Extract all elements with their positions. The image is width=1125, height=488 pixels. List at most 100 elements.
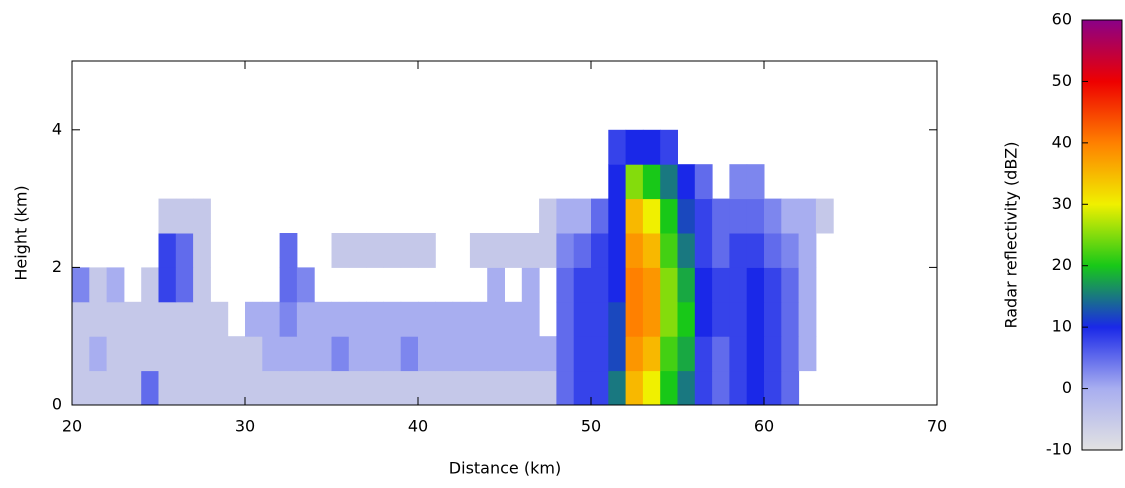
cell	[746, 233, 765, 268]
cell	[573, 370, 592, 406]
cell	[487, 233, 505, 268]
cell	[435, 301, 454, 337]
cell	[279, 370, 298, 406]
cell	[210, 370, 229, 406]
cell	[729, 370, 748, 406]
x-tick-label: 30	[235, 417, 255, 436]
cell	[366, 301, 384, 337]
cell	[227, 336, 246, 372]
cell	[331, 370, 350, 406]
cell	[331, 301, 350, 337]
cell	[781, 301, 800, 337]
cell	[227, 370, 246, 406]
cell	[625, 198, 644, 234]
cell	[158, 336, 177, 372]
cell	[729, 198, 748, 234]
cell	[591, 198, 609, 234]
cell	[712, 301, 730, 337]
cell	[175, 336, 194, 372]
cell	[625, 129, 644, 165]
cell	[348, 301, 367, 337]
cell	[781, 198, 800, 234]
cell	[89, 301, 108, 337]
cell	[764, 370, 782, 406]
cell	[591, 267, 609, 303]
cell	[781, 336, 800, 372]
cell	[366, 336, 384, 372]
cell	[158, 301, 177, 337]
cell	[694, 164, 713, 200]
cell	[400, 336, 419, 372]
cell	[591, 301, 609, 337]
cell	[89, 370, 108, 406]
cell	[677, 267, 696, 303]
cell	[158, 198, 177, 234]
cell	[660, 370, 678, 406]
cell	[348, 336, 367, 372]
cell	[694, 301, 713, 337]
cell	[106, 267, 125, 303]
cell	[642, 370, 661, 406]
cell	[314, 336, 332, 372]
cell	[781, 233, 800, 268]
cell	[746, 301, 765, 337]
cell	[521, 336, 540, 372]
cell	[556, 267, 575, 303]
cell	[746, 370, 765, 406]
cell	[660, 267, 678, 303]
cell	[642, 301, 661, 337]
cell	[418, 370, 436, 406]
cell	[608, 267, 627, 303]
cell	[677, 198, 696, 234]
cell	[383, 233, 402, 268]
cell	[487, 301, 505, 337]
cell	[366, 233, 384, 268]
cell	[469, 336, 488, 372]
cell	[677, 336, 696, 372]
cell	[72, 336, 90, 372]
colorbar-label: Radar reflectivity (dBZ)	[1002, 141, 1021, 328]
cell	[729, 233, 748, 268]
cell	[521, 370, 540, 406]
cell	[764, 198, 782, 234]
cell	[608, 301, 627, 337]
cell	[193, 198, 211, 234]
cell	[625, 233, 644, 268]
cell	[504, 336, 523, 372]
cell	[279, 301, 298, 337]
colorbar-tick-label: -10	[1046, 440, 1072, 459]
y-tick-label: 0	[52, 395, 62, 414]
cell	[694, 370, 713, 406]
cell	[487, 267, 505, 303]
cell	[504, 233, 523, 268]
cell	[556, 301, 575, 337]
cell	[245, 370, 263, 406]
cell	[383, 301, 402, 337]
x-tick-label: 50	[581, 417, 601, 436]
cell	[798, 301, 817, 337]
colorbar-tick-label: 20	[1052, 255, 1072, 274]
cell	[72, 370, 90, 406]
cell	[625, 164, 644, 200]
cell	[279, 336, 298, 372]
cell	[591, 233, 609, 268]
cell	[781, 370, 800, 406]
cell	[106, 370, 125, 406]
x-tick-label: 20	[62, 417, 82, 436]
cell	[504, 370, 523, 406]
x-tick-label: 70	[927, 417, 947, 436]
cell	[296, 267, 315, 303]
cell	[556, 336, 575, 372]
cell	[175, 301, 194, 337]
cell	[798, 336, 817, 372]
cell	[262, 370, 281, 406]
cell	[348, 370, 367, 406]
cell	[418, 233, 436, 268]
cell	[245, 301, 263, 337]
cell	[123, 370, 142, 406]
cell	[314, 370, 332, 406]
cell	[573, 233, 592, 268]
cell	[694, 267, 713, 303]
